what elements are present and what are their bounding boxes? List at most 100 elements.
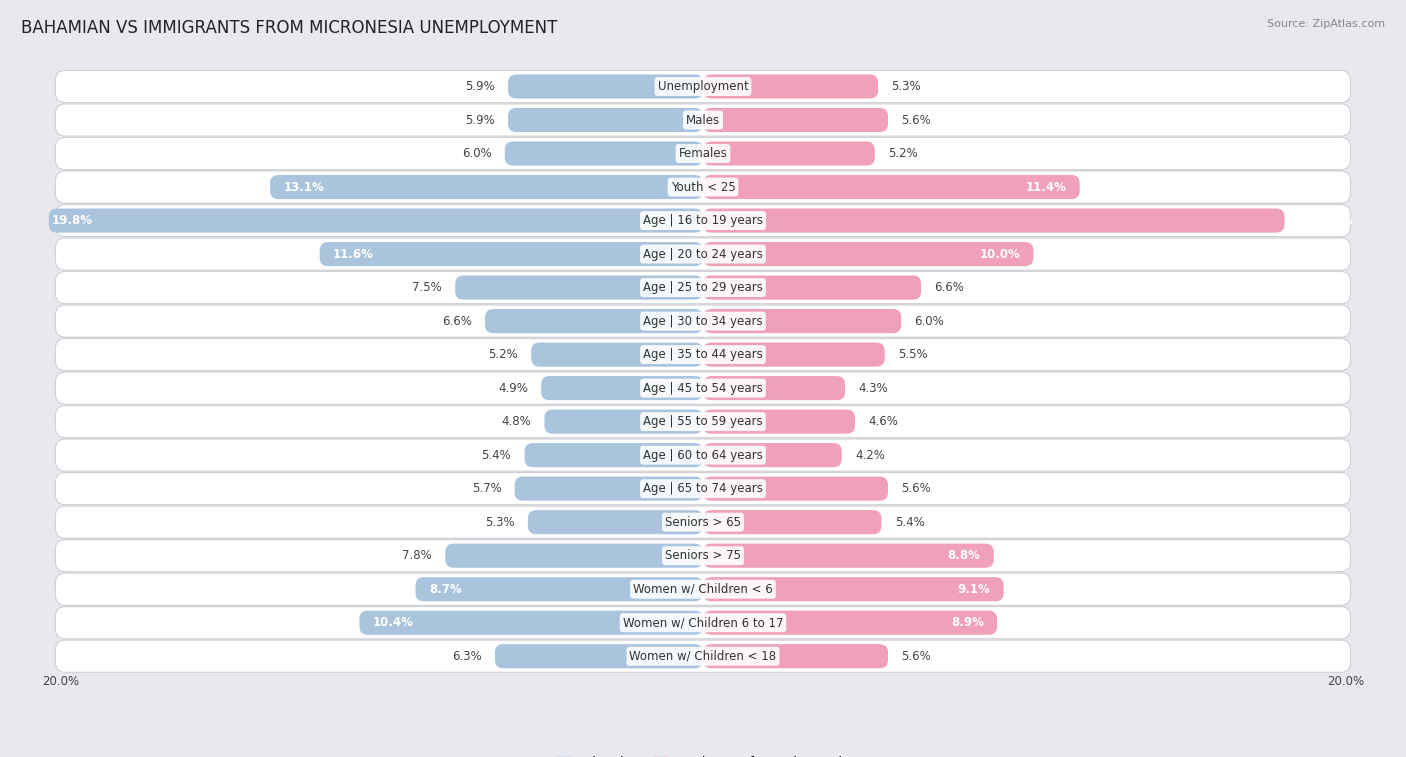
Text: 10.4%: 10.4% — [373, 616, 413, 629]
FancyBboxPatch shape — [505, 142, 703, 166]
Text: 4.9%: 4.9% — [498, 382, 527, 394]
FancyBboxPatch shape — [703, 108, 889, 132]
Text: 5.9%: 5.9% — [465, 80, 495, 93]
Text: 5.2%: 5.2% — [889, 147, 918, 160]
Text: BAHAMIAN VS IMMIGRANTS FROM MICRONESIA UNEMPLOYMENT: BAHAMIAN VS IMMIGRANTS FROM MICRONESIA U… — [21, 19, 557, 37]
FancyBboxPatch shape — [49, 208, 703, 232]
Text: 13.1%: 13.1% — [284, 180, 325, 194]
FancyBboxPatch shape — [485, 309, 703, 333]
Text: 5.7%: 5.7% — [471, 482, 502, 495]
Text: 19.8%: 19.8% — [52, 214, 93, 227]
Text: 4.3%: 4.3% — [858, 382, 889, 394]
FancyBboxPatch shape — [55, 204, 1351, 237]
Text: 5.5%: 5.5% — [898, 348, 928, 361]
Text: 8.7%: 8.7% — [429, 583, 461, 596]
Text: 5.2%: 5.2% — [488, 348, 517, 361]
FancyBboxPatch shape — [55, 138, 1351, 170]
Text: Males: Males — [686, 114, 720, 126]
FancyBboxPatch shape — [55, 272, 1351, 304]
FancyBboxPatch shape — [55, 104, 1351, 136]
Text: Age | 55 to 59 years: Age | 55 to 59 years — [643, 415, 763, 428]
Text: 11.6%: 11.6% — [333, 248, 374, 260]
FancyBboxPatch shape — [55, 540, 1351, 572]
FancyBboxPatch shape — [703, 644, 889, 668]
FancyBboxPatch shape — [703, 74, 879, 98]
Text: Source: ZipAtlas.com: Source: ZipAtlas.com — [1267, 19, 1385, 29]
FancyBboxPatch shape — [55, 439, 1351, 471]
FancyBboxPatch shape — [703, 276, 921, 300]
Text: 5.4%: 5.4% — [894, 516, 924, 528]
Text: Females: Females — [679, 147, 727, 160]
FancyBboxPatch shape — [703, 175, 1080, 199]
Text: 6.6%: 6.6% — [441, 315, 471, 328]
Text: 6.3%: 6.3% — [451, 650, 482, 662]
FancyBboxPatch shape — [55, 238, 1351, 270]
FancyBboxPatch shape — [456, 276, 703, 300]
FancyBboxPatch shape — [703, 342, 884, 366]
FancyBboxPatch shape — [416, 577, 703, 601]
Text: 5.4%: 5.4% — [482, 449, 512, 462]
FancyBboxPatch shape — [55, 372, 1351, 404]
FancyBboxPatch shape — [55, 606, 1351, 639]
FancyBboxPatch shape — [55, 338, 1351, 371]
Text: 5.6%: 5.6% — [901, 482, 931, 495]
Text: Age | 35 to 44 years: Age | 35 to 44 years — [643, 348, 763, 361]
FancyBboxPatch shape — [55, 70, 1351, 103]
FancyBboxPatch shape — [703, 443, 842, 467]
FancyBboxPatch shape — [55, 305, 1351, 337]
Text: Seniors > 65: Seniors > 65 — [665, 516, 741, 528]
FancyBboxPatch shape — [55, 406, 1351, 438]
Legend: Bahamian, Immigrants from Micronesia: Bahamian, Immigrants from Micronesia — [551, 751, 855, 757]
FancyBboxPatch shape — [55, 640, 1351, 672]
Text: 6.0%: 6.0% — [914, 315, 945, 328]
FancyBboxPatch shape — [703, 611, 997, 635]
Text: 5.6%: 5.6% — [901, 650, 931, 662]
Text: 10.0%: 10.0% — [980, 248, 1021, 260]
Text: Women w/ Children 6 to 17: Women w/ Children 6 to 17 — [623, 616, 783, 629]
FancyBboxPatch shape — [703, 577, 1004, 601]
Text: 5.6%: 5.6% — [901, 114, 931, 126]
FancyBboxPatch shape — [703, 208, 1285, 232]
Text: Unemployment: Unemployment — [658, 80, 748, 93]
FancyBboxPatch shape — [55, 472, 1351, 505]
Text: Age | 30 to 34 years: Age | 30 to 34 years — [643, 315, 763, 328]
FancyBboxPatch shape — [527, 510, 703, 534]
Text: 5.3%: 5.3% — [485, 516, 515, 528]
FancyBboxPatch shape — [524, 443, 703, 467]
FancyBboxPatch shape — [541, 376, 703, 400]
Text: 6.0%: 6.0% — [461, 147, 492, 160]
Text: Age | 25 to 29 years: Age | 25 to 29 years — [643, 281, 763, 294]
Text: Seniors > 75: Seniors > 75 — [665, 549, 741, 562]
FancyBboxPatch shape — [508, 108, 703, 132]
Text: Women w/ Children < 6: Women w/ Children < 6 — [633, 583, 773, 596]
Text: 20.0%: 20.0% — [1327, 674, 1364, 688]
FancyBboxPatch shape — [703, 376, 845, 400]
Text: 4.8%: 4.8% — [502, 415, 531, 428]
Text: Age | 65 to 74 years: Age | 65 to 74 years — [643, 482, 763, 495]
FancyBboxPatch shape — [703, 309, 901, 333]
FancyBboxPatch shape — [270, 175, 703, 199]
FancyBboxPatch shape — [703, 242, 1033, 266]
FancyBboxPatch shape — [446, 544, 703, 568]
Text: Age | 60 to 64 years: Age | 60 to 64 years — [643, 449, 763, 462]
Text: 8.8%: 8.8% — [948, 549, 980, 562]
Text: 5.3%: 5.3% — [891, 80, 921, 93]
FancyBboxPatch shape — [703, 410, 855, 434]
FancyBboxPatch shape — [544, 410, 703, 434]
Text: Age | 16 to 19 years: Age | 16 to 19 years — [643, 214, 763, 227]
FancyBboxPatch shape — [531, 342, 703, 366]
Text: 4.6%: 4.6% — [868, 415, 898, 428]
Text: 6.6%: 6.6% — [934, 281, 965, 294]
FancyBboxPatch shape — [703, 544, 994, 568]
FancyBboxPatch shape — [360, 611, 703, 635]
Text: 9.1%: 9.1% — [957, 583, 990, 596]
Text: Women w/ Children < 18: Women w/ Children < 18 — [630, 650, 776, 662]
Text: Youth < 25: Youth < 25 — [671, 180, 735, 194]
FancyBboxPatch shape — [703, 477, 889, 500]
Text: 4.2%: 4.2% — [855, 449, 884, 462]
FancyBboxPatch shape — [508, 74, 703, 98]
Text: 5.9%: 5.9% — [465, 114, 495, 126]
FancyBboxPatch shape — [55, 573, 1351, 606]
FancyBboxPatch shape — [703, 510, 882, 534]
FancyBboxPatch shape — [703, 142, 875, 166]
